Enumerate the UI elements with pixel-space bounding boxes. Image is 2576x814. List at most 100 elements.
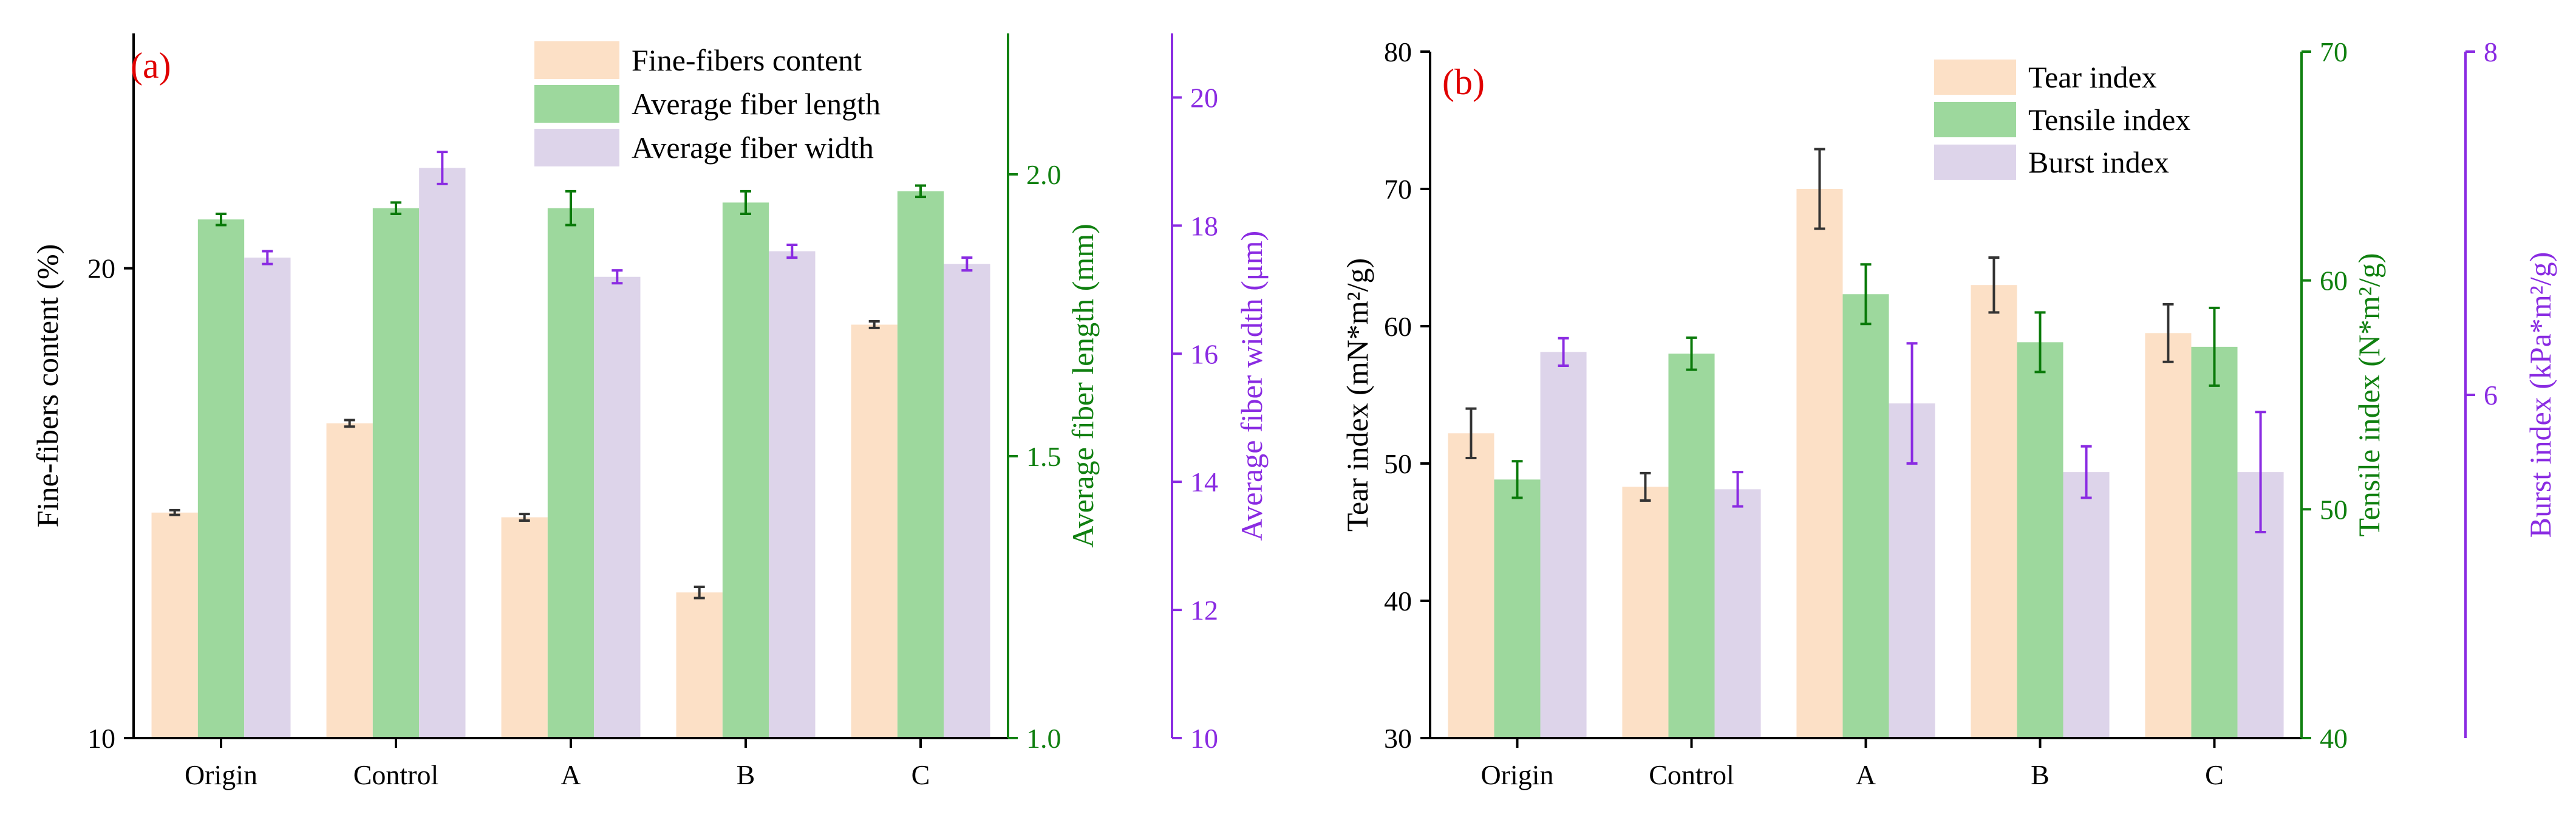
error-bar <box>786 244 798 259</box>
error-bar <box>262 250 273 265</box>
error-bar <box>693 585 705 600</box>
x-tick-label: Origin <box>1481 759 1553 790</box>
error-bar <box>1558 337 1569 367</box>
legend-swatch <box>534 129 619 166</box>
bar-tensile-index-a <box>1842 294 1889 738</box>
y-tick-label: 80 <box>1384 36 1412 67</box>
legend-swatch <box>1934 60 2016 95</box>
x-tick-label: B <box>2031 759 2050 790</box>
error-bar <box>1686 336 1697 371</box>
legend-label: Tensile index <box>2028 103 2190 137</box>
error-bar <box>2255 411 2266 533</box>
error-bar <box>868 320 880 329</box>
x-tick-label: A <box>1856 759 1876 790</box>
bar-average-fiber-width-c <box>944 264 990 738</box>
y-axis-title-right1: Average fiber length (mm) <box>1066 224 1100 548</box>
x-tick-label: Control <box>1649 759 1734 790</box>
bar-fine-fibers-content-a <box>501 517 548 738</box>
error-bar <box>1465 407 1477 459</box>
bar-burst-index-b <box>2063 472 2110 738</box>
y-tick-label: 1.5 <box>1026 441 1061 472</box>
y-tick-label: 70 <box>2320 36 2348 67</box>
legend-label: Fine-fibers content <box>632 43 862 77</box>
x-tick-label: B <box>737 759 755 790</box>
bar-average-fiber-length-origin <box>197 219 245 738</box>
error-bar <box>344 419 355 428</box>
error-bar <box>2209 306 2220 387</box>
error-bar <box>1860 263 1872 326</box>
x-tick-label: Control <box>353 759 439 790</box>
y-axis-title-right1: Tensile index (N*m²/g) <box>2352 253 2386 537</box>
y-tick-label: 10 <box>1190 723 1218 754</box>
bar-average-fiber-length-c <box>897 191 944 739</box>
panel-label: (a) <box>131 46 171 86</box>
error-bar <box>437 151 448 185</box>
y-tick-label: 60 <box>2320 265 2348 296</box>
bar-average-fiber-width-a <box>594 276 641 738</box>
panel-b-chart: Origin Control A B C 30 40 50 60 70 80 Tear index (… <box>1340 36 2557 790</box>
y-tick-label: 1.0 <box>1026 723 1061 754</box>
bar-average-fiber-width-origin <box>244 258 291 738</box>
error-bar <box>565 190 576 227</box>
x-tick-label: Origin <box>185 759 257 790</box>
bar-tensile-index-control <box>1668 354 1715 738</box>
bar-fine-fibers-content-control <box>326 423 373 738</box>
y-tick-label: 20 <box>87 253 115 284</box>
bar-average-fiber-width-b <box>769 251 816 739</box>
y-tick-label: 6 <box>2484 380 2498 411</box>
bar-burst-index-control <box>1714 489 1761 738</box>
legend-label: Average fiber length <box>632 87 881 121</box>
error-bar <box>961 256 973 272</box>
bar-tensile-index-b <box>2017 342 2063 738</box>
legend-swatch <box>1934 145 2016 180</box>
error-bar <box>1640 471 1651 502</box>
bar-tensile-index-c <box>2191 346 2238 738</box>
legend-label: Burst index <box>2028 145 2169 179</box>
error-bar <box>612 269 623 285</box>
error-bar <box>216 212 227 227</box>
error-bar <box>2162 303 2174 363</box>
legend-swatch <box>534 41 619 79</box>
error-bar <box>1988 256 2000 314</box>
y-tick-label: 40 <box>1384 586 1412 617</box>
y-tick-label: 60 <box>1384 311 1412 342</box>
y-tick-label: 10 <box>87 723 115 754</box>
y-tick-label: 14 <box>1190 467 1218 498</box>
legend-label: Tear index <box>2028 60 2157 94</box>
y-tick-label: 50 <box>2320 494 2348 525</box>
y-axis-title-left: Fine-fibers content (%) <box>30 244 64 528</box>
bar-average-fiber-length-a <box>547 208 595 738</box>
bar-tensile-index-origin <box>1494 479 1541 738</box>
y-tick-label: 50 <box>1384 448 1412 479</box>
bar-fine-fibers-content-b <box>676 592 723 738</box>
panel-label: (b) <box>1442 62 1485 102</box>
y-tick-label: 16 <box>1190 338 1218 369</box>
bar-fine-fibers-content-origin <box>151 512 198 738</box>
error-bar <box>1732 471 1743 508</box>
error-bar <box>1814 148 1825 230</box>
error-bar <box>2034 311 2046 374</box>
bar-tear-index-control <box>1622 487 1669 738</box>
y-tick-label: 30 <box>1384 723 1412 754</box>
bar-fine-fibers-content-c <box>851 324 898 738</box>
bar-tear-index-origin <box>1448 433 1494 738</box>
y-axis-title-right2: Average fiber width (μm) <box>1235 231 1269 541</box>
error-bar <box>1906 342 1918 465</box>
y-tick-label: 8 <box>2484 36 2498 67</box>
error-bar <box>915 184 926 199</box>
bar-tear-index-c <box>2145 333 2192 738</box>
x-tick-label: A <box>561 759 581 790</box>
y-tick-label: 20 <box>1190 82 1218 113</box>
error-bar <box>390 201 401 215</box>
y-axis-title-right2: Burst index (kPa*m²/g) <box>2523 252 2557 538</box>
legend-swatch <box>534 85 619 123</box>
y-tick-label: 12 <box>1190 595 1218 626</box>
bar-average-fiber-width-control <box>419 168 466 738</box>
bar-tear-index-a <box>1796 189 1843 738</box>
y-tick-label: 70 <box>1384 174 1412 205</box>
bar-average-fiber-length-b <box>722 202 769 738</box>
y-tick-label: 2.0 <box>1026 159 1061 190</box>
error-bar <box>2080 445 2092 499</box>
error-bar <box>1511 460 1523 499</box>
